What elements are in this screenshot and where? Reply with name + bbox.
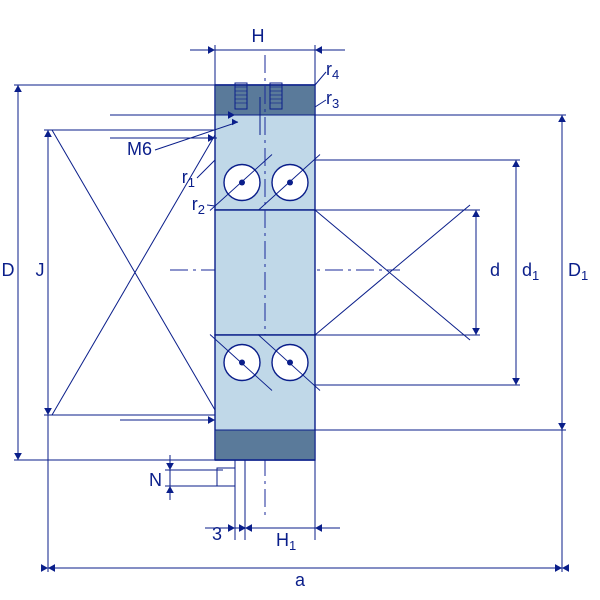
label-D1: D1 xyxy=(568,260,588,283)
label-H: H xyxy=(252,26,265,46)
label-a: a xyxy=(295,570,306,590)
label-d: d xyxy=(490,260,500,280)
label-r1: r1 xyxy=(182,167,195,190)
label-r3: r3 xyxy=(326,88,339,111)
label-D: D xyxy=(2,260,15,280)
label-H1: H1 xyxy=(276,530,296,553)
label-M6: M6 xyxy=(127,139,152,159)
label-r2: r2 xyxy=(192,194,205,217)
label-d1: d1 xyxy=(522,260,539,283)
label-3: 3 xyxy=(212,524,222,544)
label-J: J xyxy=(36,260,45,280)
label-N: N xyxy=(149,470,162,490)
label-r4: r4 xyxy=(326,59,339,82)
bearing-cross-section-diagram: Hr4 r3 M6 r1 r2 D Jd d1 D1 N 3 H1 a xyxy=(0,0,600,600)
